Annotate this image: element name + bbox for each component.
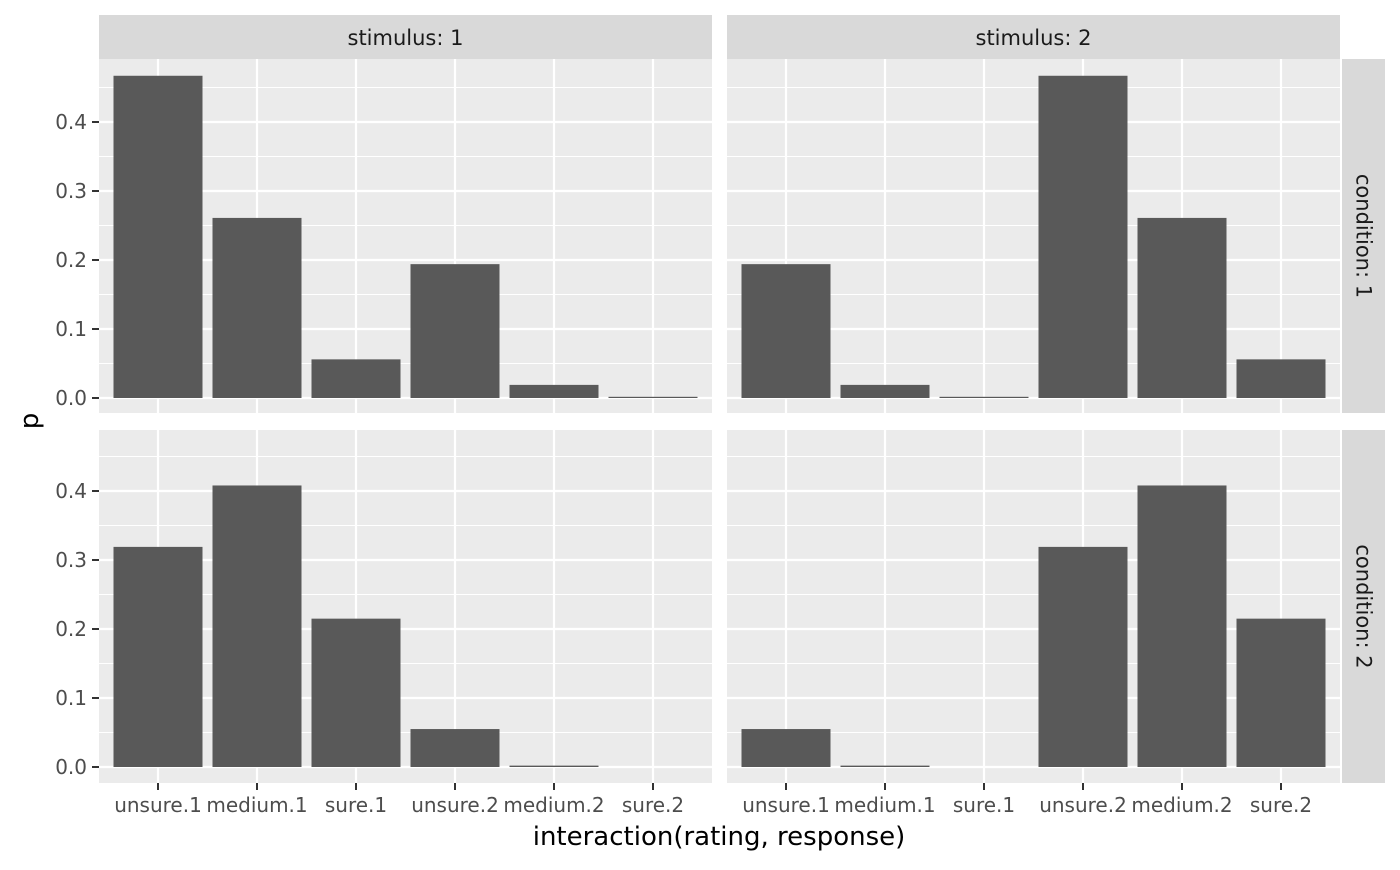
bar-r2c2-medium-1: [840, 765, 930, 767]
row-strip-1: [1342, 59, 1385, 413]
bar-r1c2-unsure-1: [741, 264, 831, 398]
col-strip-label-2: stimulus: 2: [976, 26, 1092, 50]
bar-r1c1-sure-2: [608, 396, 698, 398]
bar-r2c1-sure-1: [311, 618, 401, 767]
y-tick-label: 0.1: [55, 317, 87, 341]
bar-r2c1-unsure-1: [113, 546, 203, 767]
y-tick-label: 0.0: [55, 386, 87, 410]
bar-r2c1-unsure-2: [410, 729, 500, 767]
y-tick-label: 0.2: [55, 617, 87, 641]
y-tick-label: 0.0: [55, 755, 87, 779]
y-tick-label: 0.3: [55, 548, 87, 572]
bar-r1c2-sure-1: [939, 396, 1029, 398]
x-tick-label: medium.2: [503, 793, 604, 817]
x-tick-label: unsure.1: [114, 793, 202, 817]
x-tick-label: sure.1: [953, 793, 1015, 817]
x-tick-label: medium.1: [206, 793, 307, 817]
bar-r1c2-sure-2: [1236, 359, 1326, 398]
x-tick-label: medium.2: [1131, 793, 1232, 817]
x-tick-label: unsure.2: [411, 793, 499, 817]
bar-r2c1-medium-2: [509, 765, 599, 767]
bar-r2c2-medium-2: [1137, 485, 1227, 767]
col-strip-1: [99, 15, 712, 59]
bar-r1c2-medium-1: [840, 384, 930, 398]
bar-r2c1-medium-1: [212, 485, 302, 767]
bar-r1c1-unsure-2: [410, 264, 500, 398]
x-tick-label: sure.2: [1250, 793, 1312, 817]
bar-r1c1-sure-1: [311, 359, 401, 398]
bar-r1c1-unsure-1: [113, 75, 203, 399]
bar-r2c2-unsure-1: [741, 729, 831, 767]
row-strip-2: [1342, 430, 1385, 783]
y-tick-label: 0.2: [55, 248, 87, 272]
x-tick-label: unsure.1: [742, 793, 830, 817]
bar-r2c2-unsure-2: [1038, 546, 1128, 767]
col-strip-2: [727, 15, 1340, 59]
y-tick-label: 0.1: [55, 686, 87, 710]
x-tick-label: unsure.2: [1039, 793, 1127, 817]
bar-r2c2-sure-2: [1236, 618, 1326, 767]
x-tick-label: sure.2: [622, 793, 684, 817]
x-axis-title: interaction(rating, response): [533, 822, 906, 852]
bar-r1c2-medium-2: [1137, 217, 1227, 398]
bar-r1c2-unsure-2: [1038, 75, 1128, 399]
y-tick-label: 0.4: [55, 479, 87, 503]
y-tick-label: 0.3: [55, 179, 87, 203]
row-strip-label-2: condition: 2: [1352, 544, 1376, 668]
y-tick-label: 0.4: [55, 110, 87, 134]
x-tick-label: medium.1: [834, 793, 935, 817]
bar-r1c1-medium-1: [212, 217, 302, 398]
row-strip-label-1: condition: 1: [1352, 174, 1376, 298]
x-tick-label: sure.1: [325, 793, 387, 817]
bar-r1c1-medium-2: [509, 384, 599, 398]
y-axis-title: p: [15, 413, 45, 430]
col-strip-label-1: stimulus: 1: [348, 26, 464, 50]
